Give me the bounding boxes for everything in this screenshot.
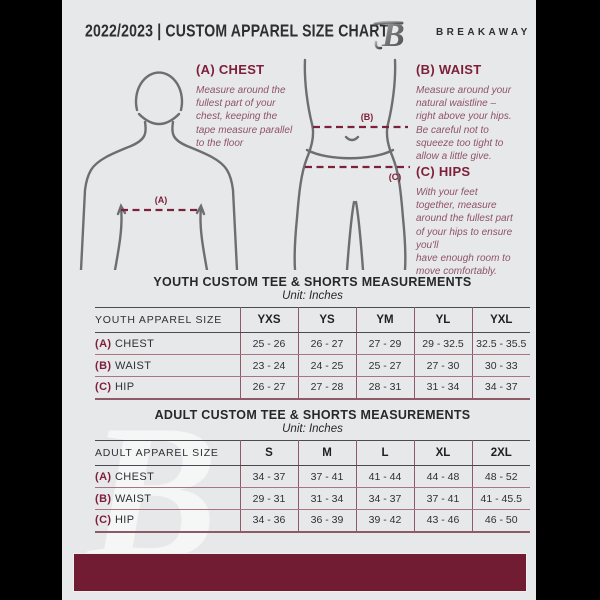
size-column-header: XL (413, 440, 472, 466)
measurement-label-cell: (A) CHEST (95, 332, 240, 355)
size-range-cell: 34 - 36 (239, 509, 298, 532)
youth-size-table: YOUTH APPAREL SIZE YXS YS YM YL YXL (A) CHEST… (95, 307, 530, 400)
size-range-cell: 27 - 28 (297, 376, 356, 399)
size-column-header: S (239, 440, 298, 466)
size-chart-page: 2022/2023 | CUSTOM APPAREL SIZE CHART B … (62, 0, 536, 600)
measure-key: (B) (95, 359, 112, 372)
size-column-header: YXS (239, 307, 298, 333)
table-row: (A) CHEST 34 - 37 37 - 41 41 - 44 44 - 48 48 … (95, 465, 530, 488)
chest-description: Measure around the fullest part of your … (196, 85, 293, 149)
size-range-cell: 25 - 27 (355, 354, 414, 377)
adult-table-title: ADULT CUSTOM TEE & SHORTS MEASUREMENTS (154, 408, 471, 422)
apparel-size-corner-header: ADULT APPAREL SIZE (95, 440, 240, 466)
lower-body-diagram: (B) (C) (293, 58, 410, 270)
size-range-cell: 34 - 37 (239, 465, 298, 488)
size-range-cell: 34 - 37 (355, 487, 414, 510)
size-range-cell: 31 - 34 (297, 487, 356, 510)
measurement-label-cell: (C) HIP (95, 510, 240, 532)
measure-key: (B) (95, 492, 112, 505)
size-range-cell: 41 - 45.5 (471, 487, 530, 510)
youth-table-title: YOUTH CUSTOM TEE & SHORTS MEASUREMENTS (153, 275, 472, 289)
measure-key: (C) (95, 514, 112, 527)
measure-key: (C) (95, 381, 112, 394)
size-range-cell: 26 - 27 (239, 376, 298, 399)
size-range-cell: 30 - 33 (471, 354, 530, 377)
measure-name: CHEST (111, 337, 155, 350)
size-range-cell: 48 - 52 (471, 465, 530, 488)
table-header-row: YOUTH APPAREL SIZE YXS YS YM YL YXL (95, 307, 530, 333)
table-row: (C) HIP 34 - 36 36 - 39 39 - 42 43 - 46 46 - … (95, 509, 530, 532)
size-range-cell: 27 - 29 (355, 332, 414, 355)
logo-letter: B (381, 17, 405, 54)
size-column-header: YS (297, 307, 356, 333)
measurement-label-cell: (B) WAIST (95, 487, 240, 510)
chest-line-label: (A) (155, 195, 168, 205)
table-row: (C) HIP 26 - 27 27 - 28 28 - 31 31 - 34 34 - … (95, 376, 530, 399)
size-range-cell: 43 - 46 (413, 509, 472, 532)
size-range-cell: 41 - 44 (355, 465, 414, 488)
waist-heading: (B) WAIST (416, 62, 482, 77)
measure-name: WAIST (111, 492, 152, 505)
size-range-cell: 39 - 42 (355, 509, 414, 532)
hips-description: With your feet together, measure around … (416, 187, 513, 278)
hips-instruction-block: (C) HIPS With your feet together, measur… (416, 164, 536, 278)
size-range-cell: 36 - 39 (297, 509, 356, 532)
table-row: (A) CHEST 25 - 26 26 - 27 27 - 29 29 - 32.5 3… (95, 332, 530, 355)
size-range-cell: 34 - 37 (471, 376, 530, 399)
hips-heading: (C) HIPS (416, 164, 471, 179)
size-range-cell: 29 - 32.5 (413, 332, 472, 355)
size-range-cell: 31 - 34 (413, 376, 472, 399)
size-column-header: YM (355, 307, 414, 333)
size-column-header: M (297, 440, 356, 466)
measure-name: HIP (111, 514, 135, 527)
measurement-label-cell: (B) WAIST (95, 354, 240, 377)
waist-description: Measure around your natural waistline – … (416, 85, 512, 162)
measure-name: HIP (111, 381, 135, 394)
adult-size-table: ADULT APPAREL SIZE S M L XL 2XL (A) CHEST 34 -… (95, 440, 530, 533)
hips-line-label: (C) (389, 172, 402, 182)
chest-instruction-block: (A) CHEST Measure around the fullest par… (196, 62, 324, 150)
torso-diagram: (A) (79, 71, 239, 270)
waist-instruction-block: (B) WAIST Measure around your natural wa… (416, 62, 536, 163)
measure-name: WAIST (111, 359, 152, 372)
measure-key: (A) (95, 470, 112, 483)
youth-table-unit: Unit: Inches (282, 290, 343, 302)
measurement-label-cell: (C) HIP (95, 377, 240, 399)
size-column-header: YL (413, 307, 472, 333)
measure-name: CHEST (111, 470, 155, 483)
size-range-cell: 28 - 31 (355, 376, 414, 399)
adult-table-unit: Unit: Inches (282, 423, 343, 435)
size-range-cell: 44 - 48 (413, 465, 472, 488)
size-column-header: YXL (471, 307, 530, 333)
size-range-cell: 37 - 41 (413, 487, 472, 510)
table-row: (B) WAIST 23 - 24 24 - 25 25 - 27 27 - 30 30 … (95, 354, 530, 377)
page-title: 2022/2023 | CUSTOM APPAREL SIZE CHART (85, 22, 389, 42)
size-range-cell: 29 - 31 (239, 487, 298, 510)
size-range-cell: 25 - 26 (239, 332, 298, 355)
size-range-cell: 37 - 41 (297, 465, 356, 488)
brand-name: BREAKAWAY (436, 27, 531, 38)
size-range-cell: 24 - 25 (297, 354, 356, 377)
size-range-cell: 23 - 24 (239, 354, 298, 377)
size-column-header: L (355, 440, 414, 466)
table-header-row: ADULT APPAREL SIZE S M L XL 2XL (95, 440, 530, 466)
size-range-cell: 32.5 - 35.5 (471, 332, 530, 355)
measurement-label-cell: (A) CHEST (95, 465, 240, 488)
waist-line-label: (B) (361, 112, 374, 122)
apparel-size-corner-header: YOUTH APPAREL SIZE (95, 307, 240, 333)
measure-key: (A) (95, 337, 112, 350)
footer-bar (73, 553, 527, 592)
size-range-cell: 26 - 27 (297, 332, 356, 355)
size-column-header: 2XL (471, 440, 530, 466)
size-range-cell: 27 - 30 (413, 354, 472, 377)
breakaway-logo-icon: B (372, 13, 414, 55)
chest-heading: (A) CHEST (196, 62, 265, 77)
table-row: (B) WAIST 29 - 31 31 - 34 34 - 37 37 - 41 41 … (95, 487, 530, 510)
size-range-cell: 46 - 50 (471, 509, 530, 532)
